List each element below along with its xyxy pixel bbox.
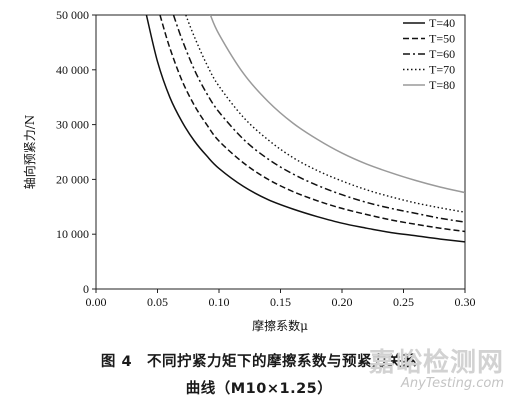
legend-label: T=80	[429, 78, 455, 92]
y-tick-label: 20 000	[56, 172, 89, 186]
plot-frame	[95, 14, 466, 290]
x-axis-label: 摩擦系数μ	[252, 318, 308, 333]
x-tick-label: 0.10	[209, 295, 230, 309]
x-tick-label: 0.05	[147, 295, 168, 309]
x-tick-label: 0.15	[270, 295, 291, 309]
x-axis: 0.00 0.05 0.10 0.15 0.20 0.25 0.30	[86, 289, 476, 309]
legend-label: T=40	[429, 16, 455, 30]
x-tick-label: 0.25	[393, 295, 414, 309]
legend-label: T=50	[429, 32, 455, 46]
watermark-text: 嘉峪检测网	[368, 348, 504, 378]
series-line-1	[145, 15, 465, 243]
x-tick-label: 0.00	[86, 295, 107, 309]
y-tick-label: 10 000	[56, 227, 89, 241]
series-line-5	[209, 15, 465, 194]
y-axis: 0 10 000 20 000 30 000 40 000 50 000	[56, 8, 96, 296]
plot-area	[95, 14, 466, 290]
figure-caption-line1: 图 4 不同拧紧力矩下的摩擦系数与预紧力关系	[100, 354, 418, 370]
y-axis-label: 轴向预紧力/N	[22, 115, 37, 190]
y-tick-label: 0	[83, 282, 89, 296]
series-line-3	[172, 15, 465, 223]
series-layer	[145, 15, 465, 243]
y-tick-label: 50 000	[56, 8, 89, 22]
series-line-2	[159, 15, 465, 233]
x-tick-label: 0.20	[332, 295, 353, 309]
figure-caption-line2: 曲线（M10×1.25）	[185, 381, 333, 397]
x-tick-label: 0.30	[455, 295, 476, 309]
series-line-4	[185, 15, 465, 213]
chart: 0.00 0.05 0.10 0.15 0.20 0.25 0.30 0 10 000 20 0…	[22, 8, 476, 333]
y-tick-label: 30 000	[56, 118, 89, 132]
y-tick-label: 40 000	[56, 63, 89, 77]
legend-label: T=60	[429, 47, 455, 61]
legend-label: T=70	[429, 63, 455, 77]
legend: T=40 T=50T=60 T=70T=80	[403, 16, 455, 92]
watermark-url: AnyTesting.com	[400, 376, 504, 391]
